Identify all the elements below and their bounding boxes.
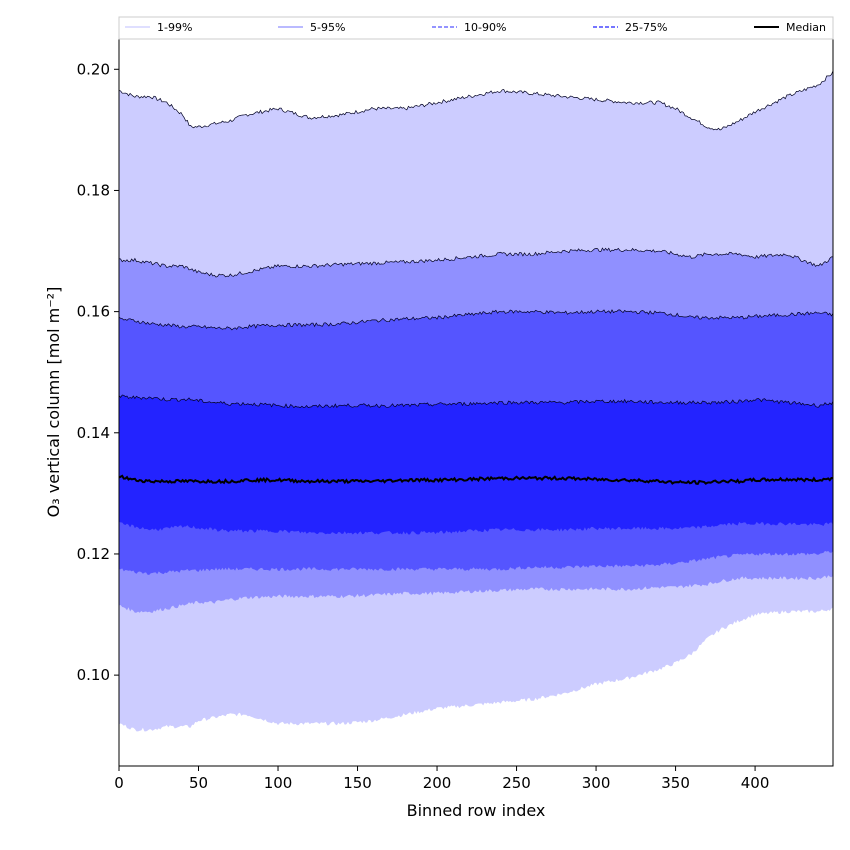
band-25-75 xyxy=(119,395,833,535)
band-25-75-upper-edge xyxy=(118,394,834,409)
legend-label-median: Median xyxy=(786,21,826,34)
legend-label-1-99: 1-99% xyxy=(157,21,192,34)
x-tick-label-350: 350 xyxy=(661,774,690,792)
y-tick-label-0: 0.10 xyxy=(77,666,110,684)
band-5-95-upper-edge xyxy=(118,247,834,278)
y-tick-label-5: 0.20 xyxy=(77,60,110,78)
x-tick-label-200: 200 xyxy=(423,774,452,792)
x-tick-label-100: 100 xyxy=(264,774,293,792)
legend: 1-99% 5-95% 10-90% 25-75% Median xyxy=(118,16,834,40)
y-tick-label-4: 0.18 xyxy=(77,181,110,199)
median-line xyxy=(118,474,834,485)
legend-label-5-95: 5-95% xyxy=(310,21,345,34)
legend-label-25-75: 25-75% xyxy=(625,21,667,34)
band-10-90-upper-edge xyxy=(118,309,834,331)
band-1-99-upper-edge xyxy=(118,70,834,131)
median-layer xyxy=(118,474,834,485)
y-tick-label-1: 0.12 xyxy=(77,545,110,563)
y-axis: 0.10 0.12 0.14 0.16 0.18 0.20 xyxy=(77,60,119,684)
legend-box xyxy=(118,16,834,40)
x-tick-label-50: 50 xyxy=(189,774,208,792)
x-tick-label-400: 400 xyxy=(741,774,770,792)
y-axis-label: O₃ vertical column [mol m⁻²] xyxy=(44,287,63,518)
y-tick-label-2: 0.14 xyxy=(77,424,110,442)
x-tick-label-300: 300 xyxy=(582,774,611,792)
x-axis-label: Binned row index xyxy=(407,801,546,820)
x-tick-label-250: 250 xyxy=(502,774,531,792)
x-axis: 0 50 100 150 200 250 300 350 400 xyxy=(114,766,769,792)
legend-label-10-90: 10-90% xyxy=(464,21,506,34)
percentile-bands xyxy=(118,70,834,732)
x-tick-label-0: 0 xyxy=(114,774,124,792)
x-tick-label-150: 150 xyxy=(343,774,372,792)
y-tick-label-3: 0.16 xyxy=(77,303,110,321)
